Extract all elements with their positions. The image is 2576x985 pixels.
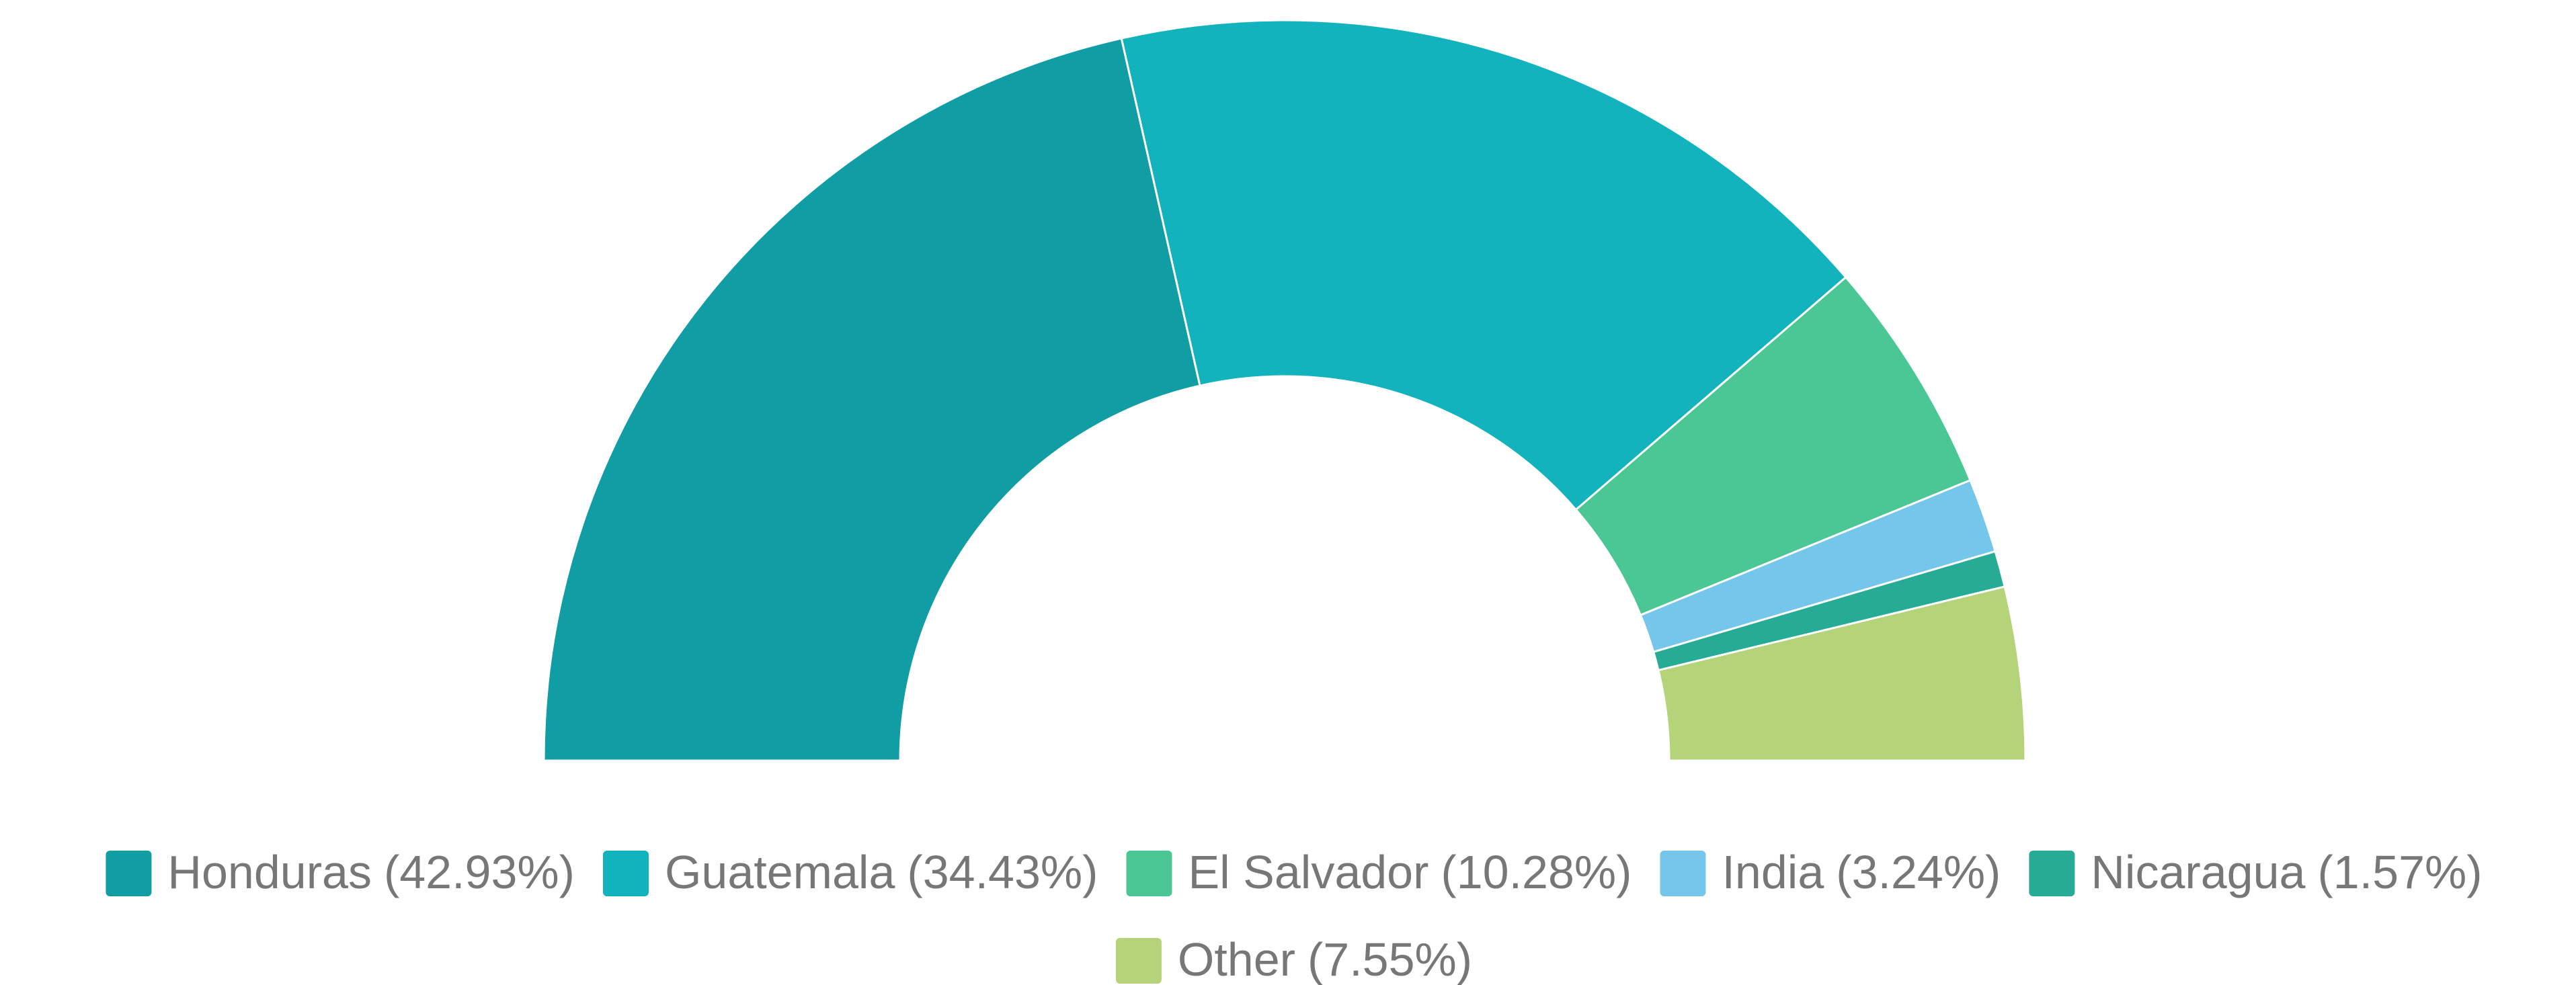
- legend-name: El Salvador: [1188, 846, 1428, 898]
- legend-swatch: [106, 851, 152, 896]
- legend-value: (10.28%): [1441, 846, 1632, 898]
- legend-swatch: [1660, 851, 1706, 896]
- legend-value: (34.43%): [907, 846, 1098, 898]
- legend-name: Other: [1178, 933, 1295, 985]
- legend-item: Nicaragua (1.57%): [2029, 846, 2483, 898]
- legend-value: (42.93%): [384, 846, 575, 898]
- legend-item: India (3.24%): [1660, 846, 2001, 898]
- legend-value: (3.24%): [1836, 846, 2001, 898]
- legend-name: Honduras: [167, 846, 372, 898]
- legend-item: El Salvador (10.28%): [1126, 846, 1632, 898]
- legend-name: Nicaragua: [2091, 846, 2305, 898]
- legend-name: Guatemala: [665, 846, 895, 898]
- legend-label: El Salvador (10.28%): [1188, 846, 1632, 898]
- legend-label: Other (7.55%): [1178, 933, 1472, 985]
- legend-name: India: [1722, 846, 1824, 898]
- legend-value: (7.55%): [1307, 933, 1472, 985]
- legend-swatch: [2029, 851, 2075, 896]
- legend-swatch: [1126, 851, 1172, 896]
- slice: [542, 37, 1201, 762]
- slice: [1657, 585, 2027, 762]
- legend-label: Nicaragua (1.57%): [2091, 846, 2482, 898]
- legend-value: (1.57%): [2317, 846, 2482, 898]
- legend-swatch: [602, 851, 649, 896]
- legend-label: India (3.24%): [1722, 846, 2001, 898]
- legend-item: Other (7.55%): [1115, 933, 1472, 985]
- legend-item: Guatemala (34.43%): [602, 846, 1098, 898]
- legend-label: Guatemala (34.43%): [665, 846, 1098, 898]
- slice: [1120, 19, 1847, 511]
- legend-swatch: [1115, 938, 1162, 984]
- legend-label: Honduras (42.93%): [167, 846, 575, 898]
- legend-item: Honduras (42.93%): [106, 846, 575, 898]
